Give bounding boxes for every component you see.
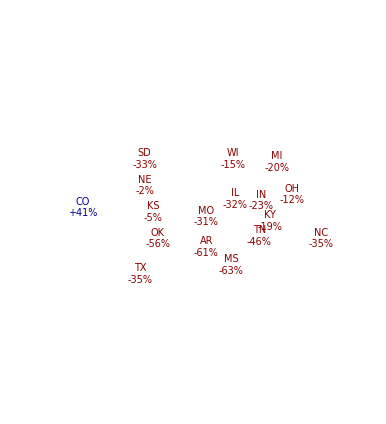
Text: NE
-2%: NE -2%: [135, 175, 154, 196]
Text: KS
-5%: KS -5%: [144, 201, 163, 223]
Text: CO
+41%: CO +41%: [68, 197, 97, 218]
Text: MO
-31%: MO -31%: [194, 206, 219, 227]
Text: OK
-56%: OK -56%: [145, 228, 170, 249]
Text: SD
-33%: SD -33%: [132, 148, 157, 170]
Text: TN
-46%: TN -46%: [247, 225, 272, 247]
Text: OH
-12%: OH -12%: [279, 184, 304, 205]
Text: NC
-35%: NC -35%: [308, 228, 334, 249]
Text: KY
-19%: KY -19%: [257, 210, 282, 232]
Text: AR
-61%: AR -61%: [194, 237, 219, 258]
Text: MS
-63%: MS -63%: [218, 254, 244, 276]
Text: TX
-35%: TX -35%: [127, 263, 152, 285]
Text: IN
-23%: IN -23%: [249, 190, 273, 211]
Text: MI
-20%: MI -20%: [264, 151, 290, 173]
Text: WI
-15%: WI -15%: [220, 148, 245, 170]
Text: IL
-32%: IL -32%: [223, 188, 248, 209]
